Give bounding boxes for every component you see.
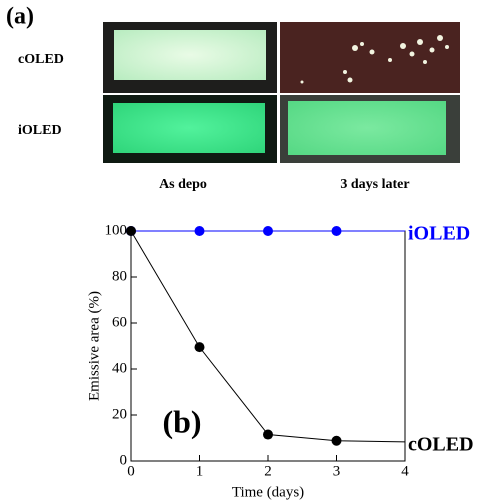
row-label: cOLED <box>18 52 64 67</box>
x-tick-label: 3 <box>333 463 341 479</box>
y-tick-label: 60 <box>112 314 127 330</box>
data-point <box>195 226 205 236</box>
figure: (a) cOLED iOLED As depo 3 days later (b)… <box>0 0 492 503</box>
y-tick-label: 0 <box>120 452 128 468</box>
x-tick-label: 1 <box>196 463 204 479</box>
y-tick-label: 80 <box>112 268 127 284</box>
x-tick-label: 0 <box>127 463 135 479</box>
data-point <box>195 342 205 352</box>
x-tick-label: 4 <box>401 463 409 479</box>
x-axis-label: Time (days) <box>232 484 304 500</box>
data-point <box>126 226 136 236</box>
photo <box>103 22 277 93</box>
photo <box>103 95 277 163</box>
series-label: cOLED <box>408 434 474 456</box>
photo <box>280 22 460 93</box>
data-point <box>263 226 273 236</box>
y-tick-label: 100 <box>105 222 128 238</box>
y-tick-label: 20 <box>112 406 127 422</box>
panel-label: (b) <box>162 403 201 439</box>
row-label: iOLED <box>18 123 62 138</box>
panel-label: (a) <box>6 4 34 30</box>
column-label: 3 days later <box>340 177 409 192</box>
data-point <box>332 436 342 446</box>
photo <box>280 95 460 163</box>
x-tick-label: 2 <box>264 463 272 479</box>
column-label: As depo <box>159 177 207 192</box>
y-tick-label: 40 <box>112 360 127 376</box>
data-point <box>263 430 273 440</box>
y-axis-label: Emissive area (%) <box>86 291 102 401</box>
data-point <box>332 226 342 236</box>
series-label: iOLED <box>408 223 470 245</box>
